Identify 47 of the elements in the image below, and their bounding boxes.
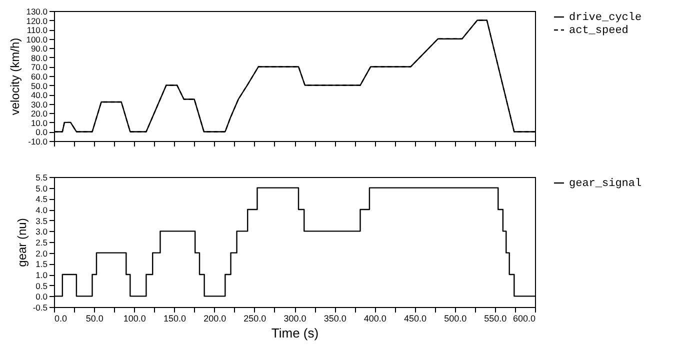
y-axis-title: velocity (km/h) <box>8 38 22 116</box>
y-tick-label: 0.0 <box>36 127 48 138</box>
x-tick-label: 150.0 <box>163 314 186 324</box>
y-tick-label: 60.0 <box>30 72 48 82</box>
y-tick-label: 20.0 <box>30 108 48 119</box>
y-tick-label: 120.0 <box>26 16 48 26</box>
x-tick-label: 100.0 <box>123 314 146 324</box>
y-tick-label: 40.0 <box>30 90 48 100</box>
y-tick-label: 2.5 <box>36 238 48 248</box>
x-axis-title: Time (s) <box>271 326 319 340</box>
y-tick-label: 130.0 <box>26 6 48 16</box>
x-tick-label: 300.0 <box>284 314 306 324</box>
x-tick-label: 500.0 <box>444 314 467 324</box>
y-tick-label: 30.0 <box>30 99 48 110</box>
y-tick-label: 3.5 <box>36 216 48 226</box>
y-tick-label: 70.0 <box>30 62 48 72</box>
y-tick-label: 10.0 <box>30 118 48 128</box>
y-tick-label: -10.0 <box>28 136 48 146</box>
y-tick-label: 2.0 <box>36 248 48 258</box>
x-tick-label: 450.0 <box>404 314 427 324</box>
y-tick-label: 0.0 <box>36 292 48 302</box>
x-tick-label: 400.0 <box>364 314 386 324</box>
y-tick-label: 3.0 <box>36 226 48 237</box>
y-tick-label: -0.5 <box>32 302 48 312</box>
y-tick-label: 0.5 <box>36 280 48 291</box>
y-tick-label: 4.5 <box>36 194 48 204</box>
y-tick-label: 90.0 <box>30 44 48 54</box>
y-tick-label: 5.5 <box>36 172 48 182</box>
y-tick-label: 100.0 <box>26 34 48 44</box>
legend-label: gear_signal <box>569 178 642 190</box>
x-tick-label: 600.0 <box>512 314 536 324</box>
y-tick-label: 1.0 <box>36 270 48 280</box>
y-tick-label: 110.0 <box>26 25 48 36</box>
x-tick-label: 200.0 <box>204 314 226 324</box>
x-tick-label: 50.0 <box>86 314 104 324</box>
y-tick-label: 5.0 <box>36 183 48 194</box>
legend-label: drive_cycle <box>569 12 642 24</box>
y-tick-label: 50.0 <box>30 80 48 91</box>
y-axis-title: gear (nu) <box>14 218 29 267</box>
legend-label: act_speed <box>569 25 628 37</box>
y-tick-label: 4.0 <box>36 205 48 215</box>
x-tick-label: 550.0 <box>484 314 507 324</box>
x-tick-label: 250.0 <box>244 314 266 324</box>
x-tick-label: 350.0 <box>324 314 346 324</box>
y-tick-label: 80.0 <box>30 52 48 63</box>
x-tick-label: 0.0 <box>54 314 68 324</box>
y-tick-label: 1.5 <box>36 259 48 270</box>
